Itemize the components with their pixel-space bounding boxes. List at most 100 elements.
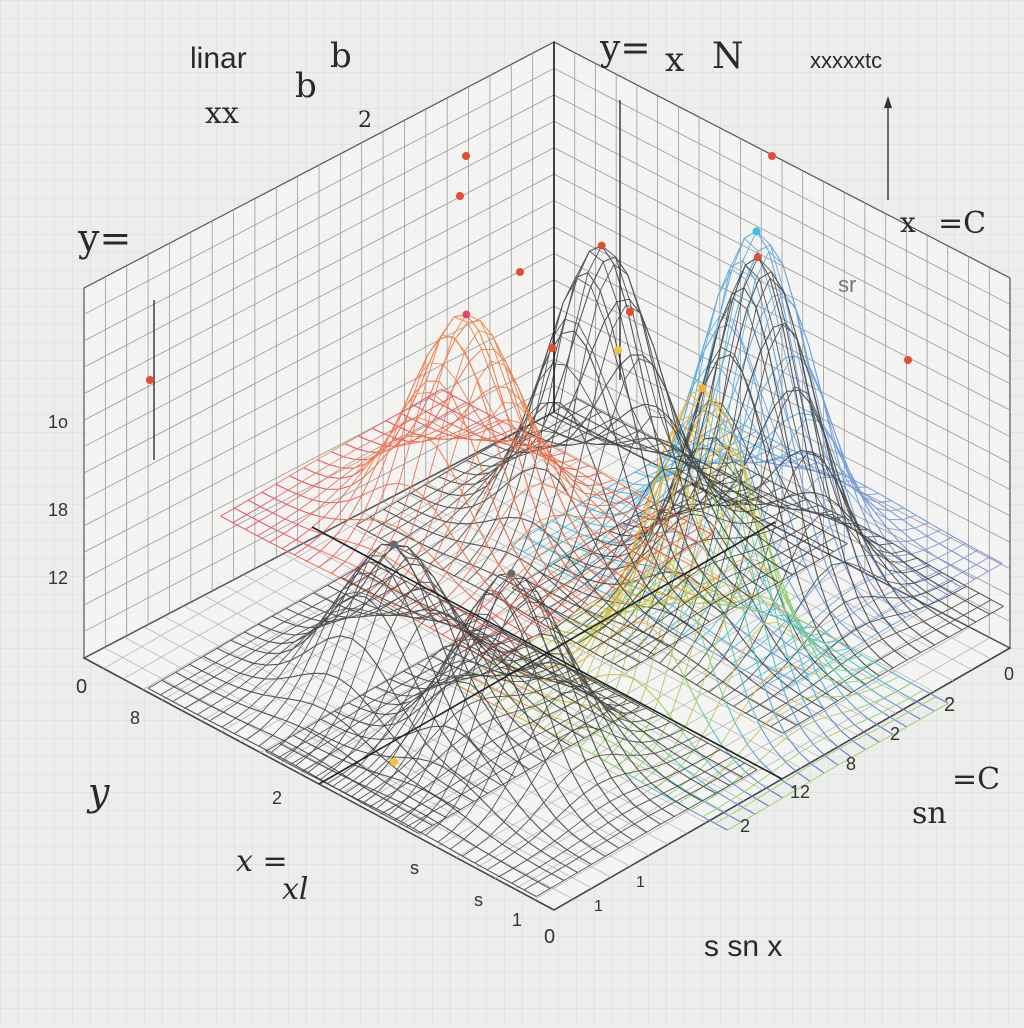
surface-mesh-line [665, 665, 887, 797]
surface-mesh-line [604, 406, 826, 761]
surface-mesh-line [468, 564, 691, 692]
surface-mesh-line [499, 749, 721, 877]
surface-mesh-line [696, 452, 918, 686]
surface-mesh-line [561, 486, 783, 615]
left-tick-label: 12 [48, 568, 69, 588]
peak-marker [753, 253, 762, 262]
surface-mesh-line [474, 735, 696, 864]
surface-mesh-line [653, 621, 875, 790]
surface-mesh-line [478, 527, 700, 656]
annotation-eq-c-bottom: =C [952, 762, 1001, 797]
surface-mesh-line [393, 693, 616, 821]
surface-mesh-line [307, 581, 529, 773]
surface-mesh-line [727, 702, 949, 831]
surface-mesh-line [344, 665, 566, 794]
surface-mesh-line [265, 624, 487, 752]
annotation-x-eq: x = [236, 844, 288, 879]
surface-mesh-line [682, 354, 904, 636]
surface-mesh-line [197, 587, 419, 715]
left-wall-grid-line [83, 253, 555, 500]
annotation-eq-c-right: =C [938, 206, 987, 241]
surface-mesh-line [714, 696, 937, 824]
surface-mesh-line [670, 295, 892, 628]
surface-mesh-line [769, 556, 991, 685]
surface-mesh-line [522, 424, 745, 553]
scatter-marker [516, 268, 524, 276]
right-wall-grid-line [553, 253, 1011, 490]
surface-mesh-line [429, 500, 651, 629]
data-markers [146, 152, 912, 766]
left-wall-grid-line [83, 305, 555, 553]
surface-mesh-line [641, 566, 863, 783]
surface-mesh-line [392, 417, 614, 546]
surface-mesh-line [486, 742, 709, 871]
annotation-n: N [712, 36, 744, 77]
scatter-marker [904, 356, 912, 364]
front-left-tick-label: s [410, 858, 419, 878]
scatter-marker [768, 152, 776, 160]
scatter-marker [626, 308, 634, 316]
peak-marker [752, 227, 761, 236]
surface-mesh-line [172, 574, 394, 702]
scatter-marker [614, 346, 622, 354]
surface-mesh-line [589, 523, 811, 651]
front-right-tick-label: 0 [1004, 664, 1015, 684]
front-right-tick-label: 12 [790, 782, 811, 802]
left-wall-grid-line [83, 68, 555, 315]
surface-peak [220, 313, 713, 662]
surface-mesh-line [523, 762, 745, 891]
surface-mesh-line [380, 360, 602, 601]
annotation-xxxxxtc: xxxxxtc [810, 48, 883, 73]
surface-mesh-line [770, 599, 992, 727]
surface-mesh-line [781, 563, 1003, 691]
left-wall-grid-line [83, 332, 555, 580]
surface-mesh-line [535, 431, 757, 559]
front-right-tick-label: 2 [740, 816, 751, 836]
peak-marker [389, 540, 398, 549]
surface-mesh-line [269, 415, 491, 543]
scatter-marker [390, 758, 398, 766]
surface-mesh-line [234, 591, 456, 734]
floor-axis-line [311, 526, 783, 780]
surface-mesh-line [418, 706, 640, 834]
surface-mesh-line [515, 304, 737, 609]
surface-mesh-line [744, 543, 966, 671]
annotation-xl: xl [282, 872, 309, 907]
right-wall-grid-line [553, 200, 1011, 437]
surface-mesh-line [331, 334, 553, 574]
annotation-b-second: b [295, 66, 317, 106]
left-wall-grid-line [83, 147, 555, 395]
surface-mesh-line [572, 442, 794, 578]
surface-mesh-line [702, 689, 924, 818]
annotation-sn: sn [912, 796, 947, 831]
surface-mesh-line [708, 514, 930, 693]
surface-mesh-line [518, 586, 740, 718]
surface-mesh-line [616, 449, 838, 768]
peak-marker [507, 569, 516, 578]
corner-tick-label: 0 [544, 926, 556, 948]
surface-mounds [147, 230, 1004, 897]
surface-mesh-line [413, 587, 635, 829]
surface-mesh-line [306, 392, 528, 562]
surface-mesh-line [368, 404, 590, 533]
surface-mesh-line [536, 473, 758, 602]
surface-mesh-line [478, 250, 700, 589]
scatter-marker [462, 152, 470, 160]
left-wall-grid-line [83, 173, 555, 421]
surface-mesh-line [221, 600, 443, 728]
surface-mesh-line [343, 316, 565, 581]
surface-mesh-line [757, 592, 980, 721]
annotation-xx: xx [205, 96, 239, 131]
surface-mesh-line [524, 467, 746, 595]
surface-mesh-line [536, 769, 758, 897]
left-wall-grid-line [83, 94, 555, 342]
surface-mesh-line [732, 536, 954, 664]
annotation-linar: linar [190, 42, 247, 75]
surface-mesh-line [610, 346, 832, 639]
front-right-tick-label: 8 [846, 754, 857, 774]
front-left-tick-label: 8 [130, 708, 141, 728]
surface-mesh-line [626, 543, 848, 671]
annotation-s-sn-x: s sn x [704, 930, 783, 963]
